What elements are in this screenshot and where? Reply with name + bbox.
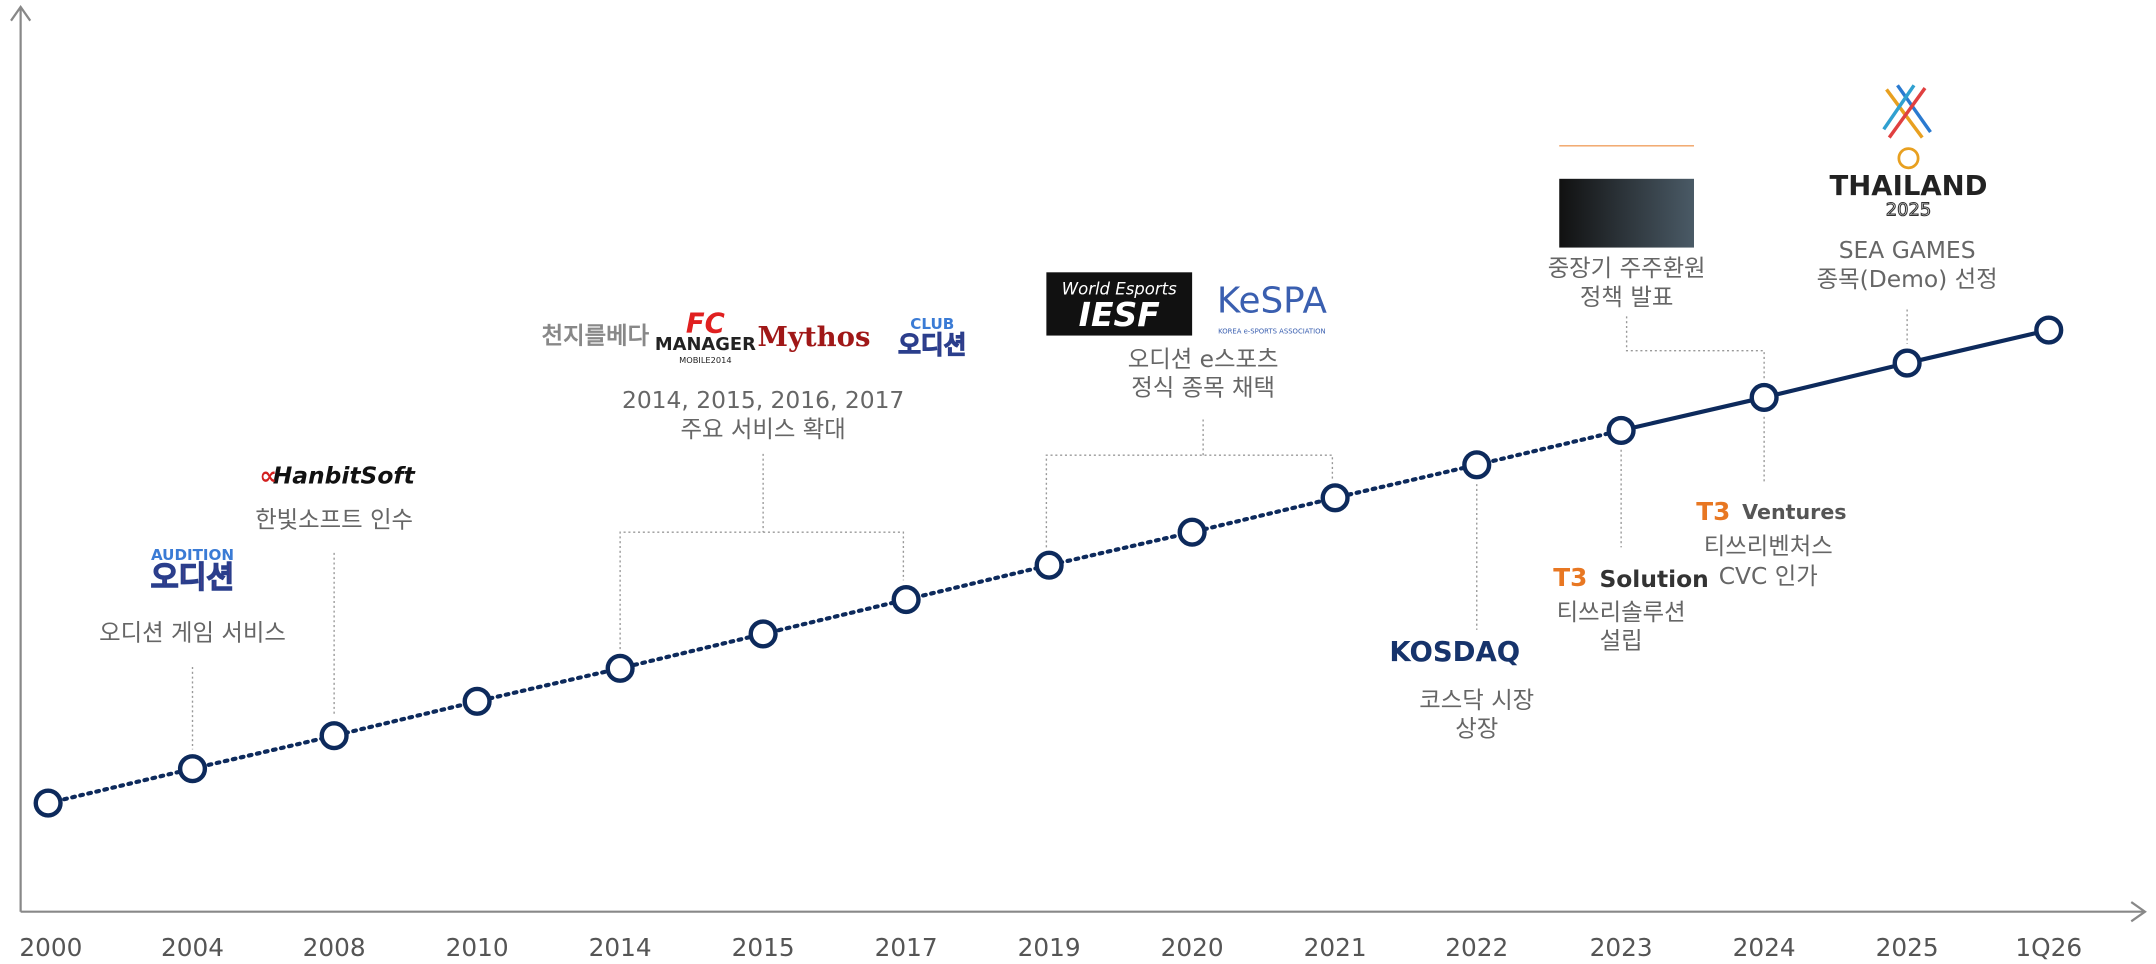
year-marker — [1034, 550, 1064, 580]
logo: MOBILE2014 — [679, 355, 732, 365]
year-marker — [319, 721, 349, 751]
logo: 2025 — [1886, 199, 1931, 220]
logo: FC — [686, 308, 725, 340]
year-label: 2015 — [732, 933, 795, 962]
year-marker — [748, 619, 778, 649]
logo: 오디션 — [898, 331, 966, 360]
milestone-text: 오디션 e스포츠 — [1128, 345, 1279, 373]
year-marker — [2034, 315, 2064, 345]
year-label: 2014 — [589, 933, 652, 962]
year-label: 2022 — [1445, 933, 1508, 962]
year-marker — [1749, 382, 1779, 413]
dotted-line — [46, 428, 1624, 806]
year-marker — [1177, 517, 1207, 547]
year-label: 1Q26 — [2015, 933, 2082, 962]
year-marker — [891, 584, 921, 615]
year-label: 2023 — [1590, 933, 1653, 962]
thailand-emblem — [1882, 84, 1932, 170]
year-marker — [1606, 415, 1636, 446]
logo: 오디션 — [151, 560, 235, 595]
milestone-text: 오디션 게임 서비스 — [99, 618, 286, 646]
logo: KOSDAQ — [1389, 636, 1520, 668]
milestone-text: 티쓰리벤처스 — [1704, 532, 1833, 560]
milestone-text: 정식 종목 채택 — [1131, 374, 1275, 402]
year-label: 2017 — [875, 933, 938, 962]
logo: KeSPA — [1217, 281, 1328, 322]
year-label: 2008 — [303, 933, 366, 962]
year-label: 2004 — [161, 933, 224, 962]
year-label: 2010 — [446, 933, 509, 962]
year-marker — [177, 754, 208, 784]
connectors — [191, 309, 1908, 750]
year-marker — [605, 653, 635, 683]
logo: World Esports — [1062, 280, 1177, 299]
milestone-text: CVC 인가 — [1719, 562, 1818, 590]
logo-icon: ∝ — [259, 461, 277, 490]
axes — [10, 5, 2147, 923]
milestone-text: 한빛소프트 인수 — [255, 506, 413, 534]
logo: 천지를베다 — [542, 321, 650, 349]
logo: T3 — [1696, 497, 1730, 526]
year-marker — [462, 686, 492, 716]
timeline-line — [46, 328, 2050, 806]
logo: Solution — [1599, 565, 1708, 593]
logo: IESF — [1079, 295, 1161, 334]
logo-box — [1046, 272, 1193, 336]
logo: Ventures — [1742, 500, 1846, 524]
year-label: 2000 — [19, 933, 82, 962]
logo: HanbitSoft — [273, 462, 416, 490]
logo: T3 — [1553, 563, 1587, 592]
year-marker — [1320, 483, 1350, 513]
year-label: 2020 — [1161, 933, 1224, 962]
doc-thumbnail — [1559, 178, 1694, 248]
milestone-text: 코스닥 시장 — [1419, 686, 1534, 714]
milestone-text: 종목(Demo) 선정 — [1817, 265, 1998, 293]
year-label: 2021 — [1304, 933, 1367, 962]
year-label: 2025 — [1876, 933, 1939, 962]
year-marker — [1462, 450, 1492, 480]
logo: CLUB — [910, 315, 954, 333]
year-label: 2024 — [1733, 933, 1796, 962]
logo: Mythos — [758, 321, 871, 353]
milestone-text: 주요 서비스 확대 — [680, 415, 845, 443]
logo: AUDITION — [151, 546, 234, 564]
logo: MANAGER — [655, 334, 756, 355]
milestone-text: 중장기 주주환원 — [1548, 254, 1706, 282]
year-marker — [33, 788, 63, 818]
milestone-text: 정책 발표 — [1580, 283, 1673, 311]
milestone-text: SEA GAMES — [1839, 236, 1976, 264]
logo: KOREA e-SPORTS ASSOCIATION — [1218, 327, 1326, 335]
milestone-text: 2014, 2015, 2016, 2017 — [622, 386, 904, 414]
milestone-text: 설립 — [1600, 627, 1643, 655]
solid-line — [1620, 328, 2050, 433]
year-label: 2019 — [1018, 933, 1081, 962]
year-marker — [1892, 348, 1922, 378]
milestone-text: 상장 — [1455, 715, 1498, 743]
milestone-text: 티쓰리솔루션 — [1557, 598, 1686, 626]
logo: THAILAND — [1830, 170, 1988, 202]
